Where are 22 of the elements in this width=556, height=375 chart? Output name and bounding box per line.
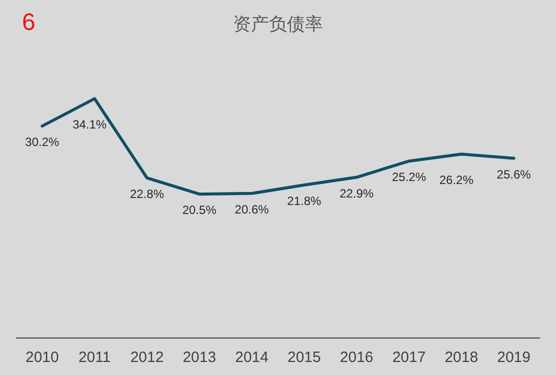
data-label: 25.6% [496, 167, 532, 182]
data-label: 30.2% [25, 135, 60, 150]
x-tick-label: 2016 [340, 349, 374, 366]
data-label: 26.2% [439, 173, 474, 188]
x-tick-label: 2012 [130, 349, 164, 366]
x-tick-label: 2018 [444, 349, 478, 366]
data-label: 34.1% [72, 118, 107, 132]
x-tick-label: 2014 [235, 349, 268, 366]
x-tick-label: 2017 [392, 349, 426, 366]
data-label: 22.8% [130, 186, 164, 201]
data-label: 25.2% [392, 170, 426, 184]
text: 6 [22, 9, 36, 36]
x-tick-label: 2015 [288, 349, 321, 366]
x-tick-label: 2013 [182, 349, 216, 366]
data-label: 20.5% [182, 203, 217, 218]
data-label: 22.9% [340, 186, 374, 200]
chart-title: 资产负债率 [233, 14, 323, 34]
data-label: 21.8% [287, 194, 322, 208]
x-tick-label: 2010 [26, 349, 59, 366]
data-label: 20.6% [234, 202, 270, 216]
x-tick-label: 2011 [78, 349, 111, 366]
x-tick-label: 2019 [497, 349, 530, 366]
